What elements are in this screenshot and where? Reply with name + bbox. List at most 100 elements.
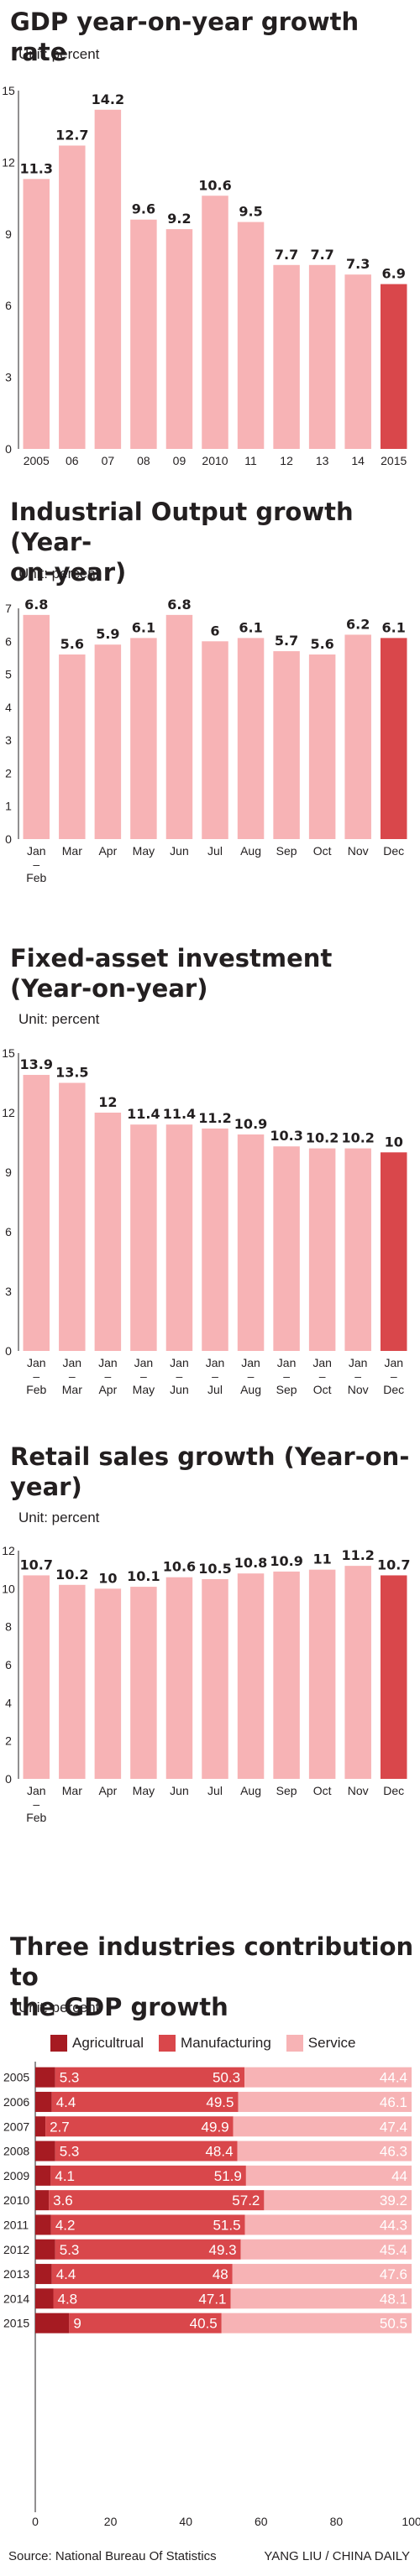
bar-value-label: 7.7 bbox=[310, 247, 333, 263]
x-tick-label: 100 bbox=[402, 2515, 420, 2528]
segment-label-agricultural: 4.4 bbox=[56, 2266, 76, 2282]
x-tick-label: Aug bbox=[240, 1784, 261, 1797]
x-tick-label: – bbox=[354, 1369, 361, 1383]
y-tick-label: 9 bbox=[5, 1165, 12, 1179]
y-tick-label: 15 bbox=[2, 1046, 15, 1060]
x-tick-label: Aug bbox=[240, 1383, 261, 1396]
y-tick-label: 0 bbox=[5, 442, 12, 456]
bar-value-label: 6.8 bbox=[24, 597, 48, 613]
segment-label-service: 39.2 bbox=[380, 2193, 407, 2208]
x-tick-label: Jan bbox=[206, 1356, 225, 1369]
bar-segment-manufacturing bbox=[55, 2067, 245, 2088]
bar-segment-agricultrual bbox=[35, 2264, 52, 2285]
y-tick-label: 0 bbox=[5, 1344, 12, 1358]
segment-label-agricultural: 2.7 bbox=[50, 2119, 70, 2135]
legend-item-manufacturing: Manufacturing bbox=[159, 2035, 271, 2052]
row-year-label: 2011 bbox=[3, 2218, 29, 2231]
y-tick-label: 12 bbox=[2, 155, 15, 169]
bar-value-label: 11.2 bbox=[198, 1110, 231, 1126]
bar-segment-service bbox=[238, 2091, 412, 2112]
y-tick-label: 10 bbox=[2, 1582, 15, 1595]
bar-segment-service bbox=[240, 2239, 412, 2260]
bar bbox=[202, 196, 228, 449]
row-year-label: 2006 bbox=[3, 2095, 29, 2109]
x-tick-label: – bbox=[248, 1369, 255, 1383]
bar bbox=[23, 179, 50, 449]
segment-label-agricultural: 4.8 bbox=[58, 2291, 78, 2307]
bar-value-label: 10.3 bbox=[270, 1128, 302, 1144]
segment-label-service: 47.6 bbox=[380, 2266, 407, 2282]
bar-value-label: 11.2 bbox=[341, 1547, 374, 1563]
bar bbox=[23, 1575, 50, 1779]
x-tick-label: Dec bbox=[383, 1383, 404, 1396]
x-tick-label: – bbox=[176, 1369, 183, 1383]
industrial-output-chart: 0 1 2 3 4 5 6 7 6.8 Jan–Feb 5.6 Mar 5.9 Apr 6.1 May 6.8 J… bbox=[5, 597, 407, 884]
y-tick-label: 3 bbox=[5, 1285, 12, 1298]
bar-segment-service bbox=[245, 2165, 412, 2186]
bar-value-label: 10.8 bbox=[234, 1555, 267, 1571]
row-year-label: 2015 bbox=[3, 2317, 29, 2330]
bar-value-label: 6 bbox=[210, 623, 219, 639]
bar bbox=[308, 654, 336, 839]
x-tick-label: Sep bbox=[276, 1383, 297, 1396]
bar bbox=[237, 1134, 265, 1351]
bar bbox=[130, 638, 157, 839]
y-tick-label: 3 bbox=[5, 733, 12, 747]
bar-value-label: 10.9 bbox=[270, 1553, 302, 1569]
x-tick-label: – bbox=[33, 1797, 39, 1811]
x-tick-label: Feb bbox=[26, 1811, 46, 1824]
chart-3-title-line-1: Fixed-asset investment bbox=[10, 944, 333, 973]
segment-label-agricultural: 4.4 bbox=[56, 2094, 76, 2110]
credit-note: YANG LIU / CHINA DAILY bbox=[264, 2549, 410, 2563]
bar-segment-manufacturing bbox=[45, 2116, 234, 2137]
x-tick-label: Oct bbox=[313, 1784, 332, 1797]
bar bbox=[308, 1148, 336, 1351]
x-tick-label: Nov bbox=[348, 844, 369, 858]
y-tick-label: 12 bbox=[2, 1106, 15, 1119]
bar-value-label: 6.2 bbox=[346, 616, 370, 632]
bar-segment-agricultrual bbox=[35, 2141, 55, 2161]
bar bbox=[273, 1571, 300, 1779]
segment-label-service: 45.4 bbox=[380, 2242, 407, 2258]
bar-value-label: 11.3 bbox=[20, 160, 53, 176]
bar-value-label: 10.9 bbox=[234, 1116, 267, 1132]
bar bbox=[165, 1577, 193, 1779]
x-tick-label: 08 bbox=[137, 454, 150, 467]
legend-swatch-agricultural bbox=[50, 2035, 67, 2052]
legend-item-service: Service bbox=[286, 2035, 355, 2052]
bar-segment-agricultrual bbox=[35, 2313, 70, 2334]
bar-value-label: 12.7 bbox=[55, 127, 88, 143]
segment-label-agricultural: 4.2 bbox=[55, 2217, 76, 2233]
bar-segment-service bbox=[244, 2214, 412, 2235]
y-tick-label: 7 bbox=[5, 602, 12, 615]
bar bbox=[94, 1588, 122, 1779]
segment-label-manufacturing: 49.9 bbox=[202, 2119, 229, 2135]
bar bbox=[380, 1152, 407, 1351]
bar bbox=[130, 1124, 157, 1351]
x-tick-label: Aug bbox=[240, 844, 261, 858]
x-tick-label: Dec bbox=[383, 1784, 404, 1797]
x-tick-label: Jul bbox=[207, 1383, 223, 1396]
bar-segment-manufacturing bbox=[53, 2288, 231, 2309]
x-tick-label: Mar bbox=[62, 1383, 82, 1396]
bar bbox=[380, 284, 407, 449]
bar-segment-service bbox=[232, 2264, 412, 2285]
x-tick-label: Oct bbox=[313, 1383, 332, 1396]
y-tick-label: 6 bbox=[5, 1225, 12, 1238]
bar-value-label: 10 bbox=[98, 1570, 117, 1586]
y-tick-label: 4 bbox=[5, 1696, 12, 1709]
x-tick-label: 11 bbox=[244, 454, 257, 467]
segment-label-service: 48.1 bbox=[380, 2291, 407, 2307]
bar-segment-service bbox=[221, 2313, 412, 2334]
y-tick-label: 3 bbox=[5, 371, 12, 384]
bar-value-label: 13.5 bbox=[55, 1065, 88, 1081]
bar bbox=[308, 1569, 336, 1779]
y-tick-label: 2 bbox=[5, 766, 12, 780]
segment-label-service: 46.1 bbox=[380, 2094, 407, 2110]
retail-sales-chart: 0 2 4 6 8 10 12 10.7 Jan–Feb 10.2 Mar 10 Apr 10.1 May 1… bbox=[2, 1544, 410, 1824]
bar-value-label: 10.6 bbox=[163, 1559, 196, 1575]
x-tick-label: Jan bbox=[241, 1356, 260, 1369]
chart-3-title: Fixed-asset investment (Year-on-year) bbox=[10, 943, 332, 1004]
y-tick-label: 0 bbox=[5, 1772, 12, 1786]
